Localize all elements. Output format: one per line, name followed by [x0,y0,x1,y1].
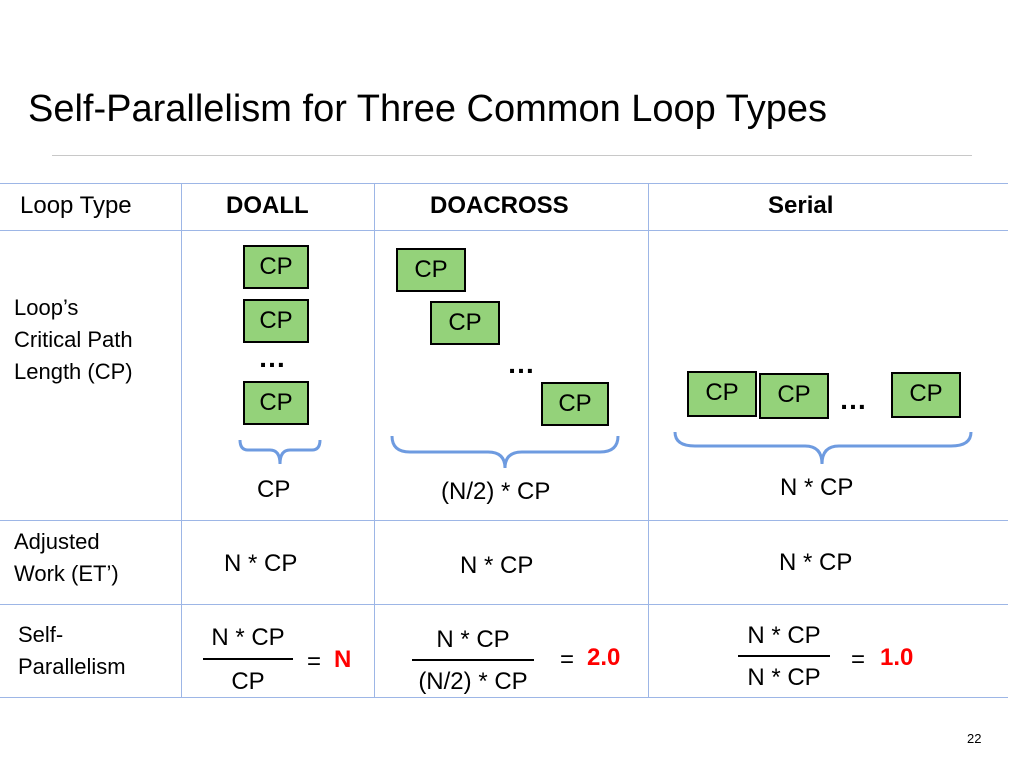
header-loop-type: Loop Type [20,192,132,219]
page-number: 22 [967,731,982,746]
doacross-numerator: N * CP [436,626,510,653]
fraction-bar [412,659,534,661]
header-doacross: DOACROSS [430,192,569,219]
doacross-self-parallelism-result: 2.0 [587,644,621,671]
slide-title: Self-Parallelism for Three Common Loop T… [28,88,828,130]
serial-adjusted-work: N * CP [779,549,853,576]
doall-denominator: CP [231,668,265,695]
cp-block: CP [759,373,829,419]
header-serial: Serial [768,192,834,219]
fraction-bar [203,658,293,660]
doacross-adjusted-work: N * CP [460,552,534,579]
table-row-divider [0,604,1008,605]
table-header-divider [0,230,1008,231]
cp-block: CP [243,299,309,343]
table-column-divider [181,183,182,697]
cp-block: CP [243,245,309,289]
brace-icon [673,431,973,465]
serial-numerator: N * CP [747,622,821,649]
row-label-self-parallelism: Self- Parallelism [18,622,126,679]
cp-block: CP [430,301,500,345]
row-label-critical-path: Loop’s Critical Path Length (CP) [14,295,133,384]
serial-self-parallelism-result: 1.0 [880,644,914,671]
table-column-divider [374,183,375,697]
cp-block: CP [541,382,609,426]
doacross-denominator: (N/2) * CP [418,668,528,695]
doall-adjusted-work: N * CP [224,550,298,577]
doall-self-parallelism-result: N [334,646,352,673]
table-border-top [0,183,1008,184]
row-label-adjusted-work: Adjusted Work (ET’) [14,529,119,586]
cp-block: CP [891,372,961,418]
cp-block: CP [243,381,309,425]
brace-icon [390,435,620,469]
doall-critical-path-value: CP [257,476,291,503]
table-column-divider [648,183,649,697]
fraction-bar [738,655,830,657]
table-border-bottom [0,697,1008,698]
doacross-critical-path-value: (N/2) * CP [441,478,551,505]
ellipsis: … [839,384,868,415]
serial-equals: = [851,646,866,673]
cp-block: CP [687,371,757,417]
title-divider [52,155,972,156]
doacross-equals: = [560,646,575,673]
brace-icon [238,439,322,465]
ellipsis: … [507,348,536,379]
doall-numerator: N * CP [211,624,285,651]
cp-block: CP [396,248,466,292]
header-doall: DOALL [226,192,309,219]
table-row-divider [0,520,1008,521]
serial-denominator: N * CP [747,664,821,691]
serial-critical-path-value: N * CP [780,474,854,501]
ellipsis: … [258,342,287,373]
doall-equals: = [307,648,322,675]
